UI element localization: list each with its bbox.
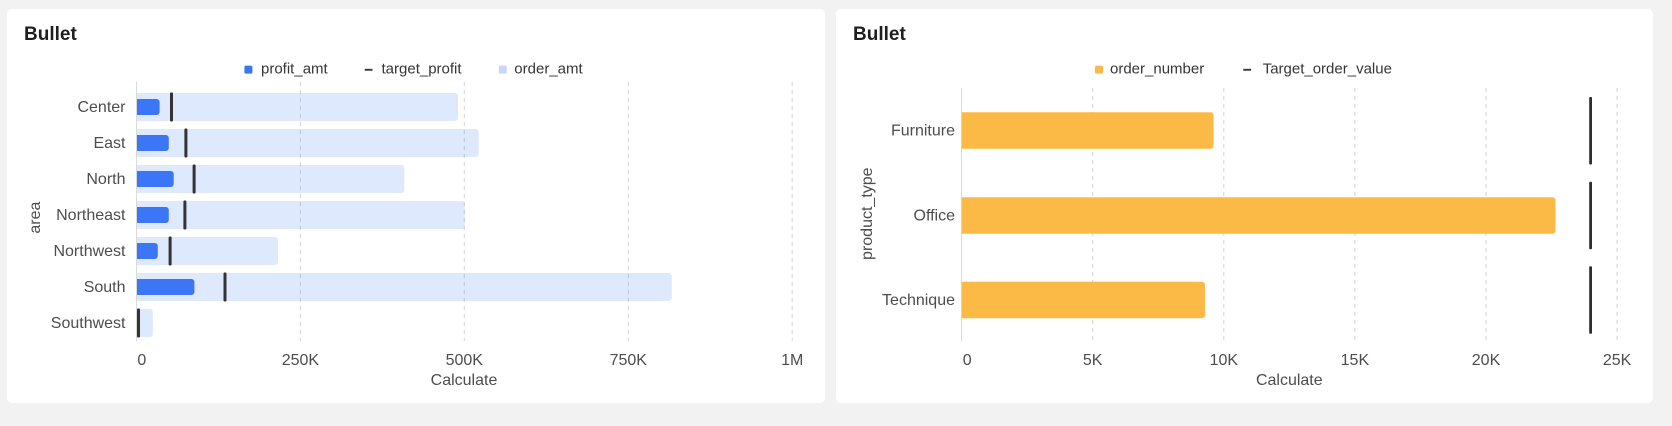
svg-text:Furniture: Furniture [891,122,955,139]
svg-text:Center: Center [77,99,126,116]
svg-text:5K: 5K [1083,352,1103,369]
svg-text:Office: Office [914,207,956,224]
svg-text:500K: 500K [446,352,484,369]
svg-text:25K: 25K [1603,352,1632,369]
svg-text:product_type: product_type [859,167,876,260]
svg-text:1M: 1M [781,352,803,369]
svg-text:order_number: order_number [1110,60,1204,77]
svg-text:order_amt: order_amt [514,60,583,77]
svg-text:Calculate: Calculate [431,372,498,389]
svg-text:South: South [84,279,126,296]
svg-text:area: area [27,201,44,233]
svg-text:Northeast: Northeast [56,207,126,224]
svg-text:0: 0 [137,352,146,369]
svg-text:Technique: Technique [882,292,955,309]
svg-text:0: 0 [963,352,972,369]
svg-text:15K: 15K [1341,352,1370,369]
svg-text:20K: 20K [1472,352,1501,369]
svg-text:target_profit: target_profit [382,60,463,77]
svg-text:10K: 10K [1210,352,1239,369]
svg-text:profit_amt: profit_amt [261,60,329,77]
svg-text:Target_order_value: Target_order_value [1263,60,1392,77]
svg-text:Northwest: Northwest [53,243,126,260]
svg-text:East: East [93,135,126,152]
svg-text:750K: 750K [610,352,648,369]
svg-text:Southwest: Southwest [51,315,126,332]
svg-text:250K: 250K [282,352,320,369]
svg-text:North: North [86,171,125,188]
svg-text:Calculate: Calculate [1256,372,1323,389]
